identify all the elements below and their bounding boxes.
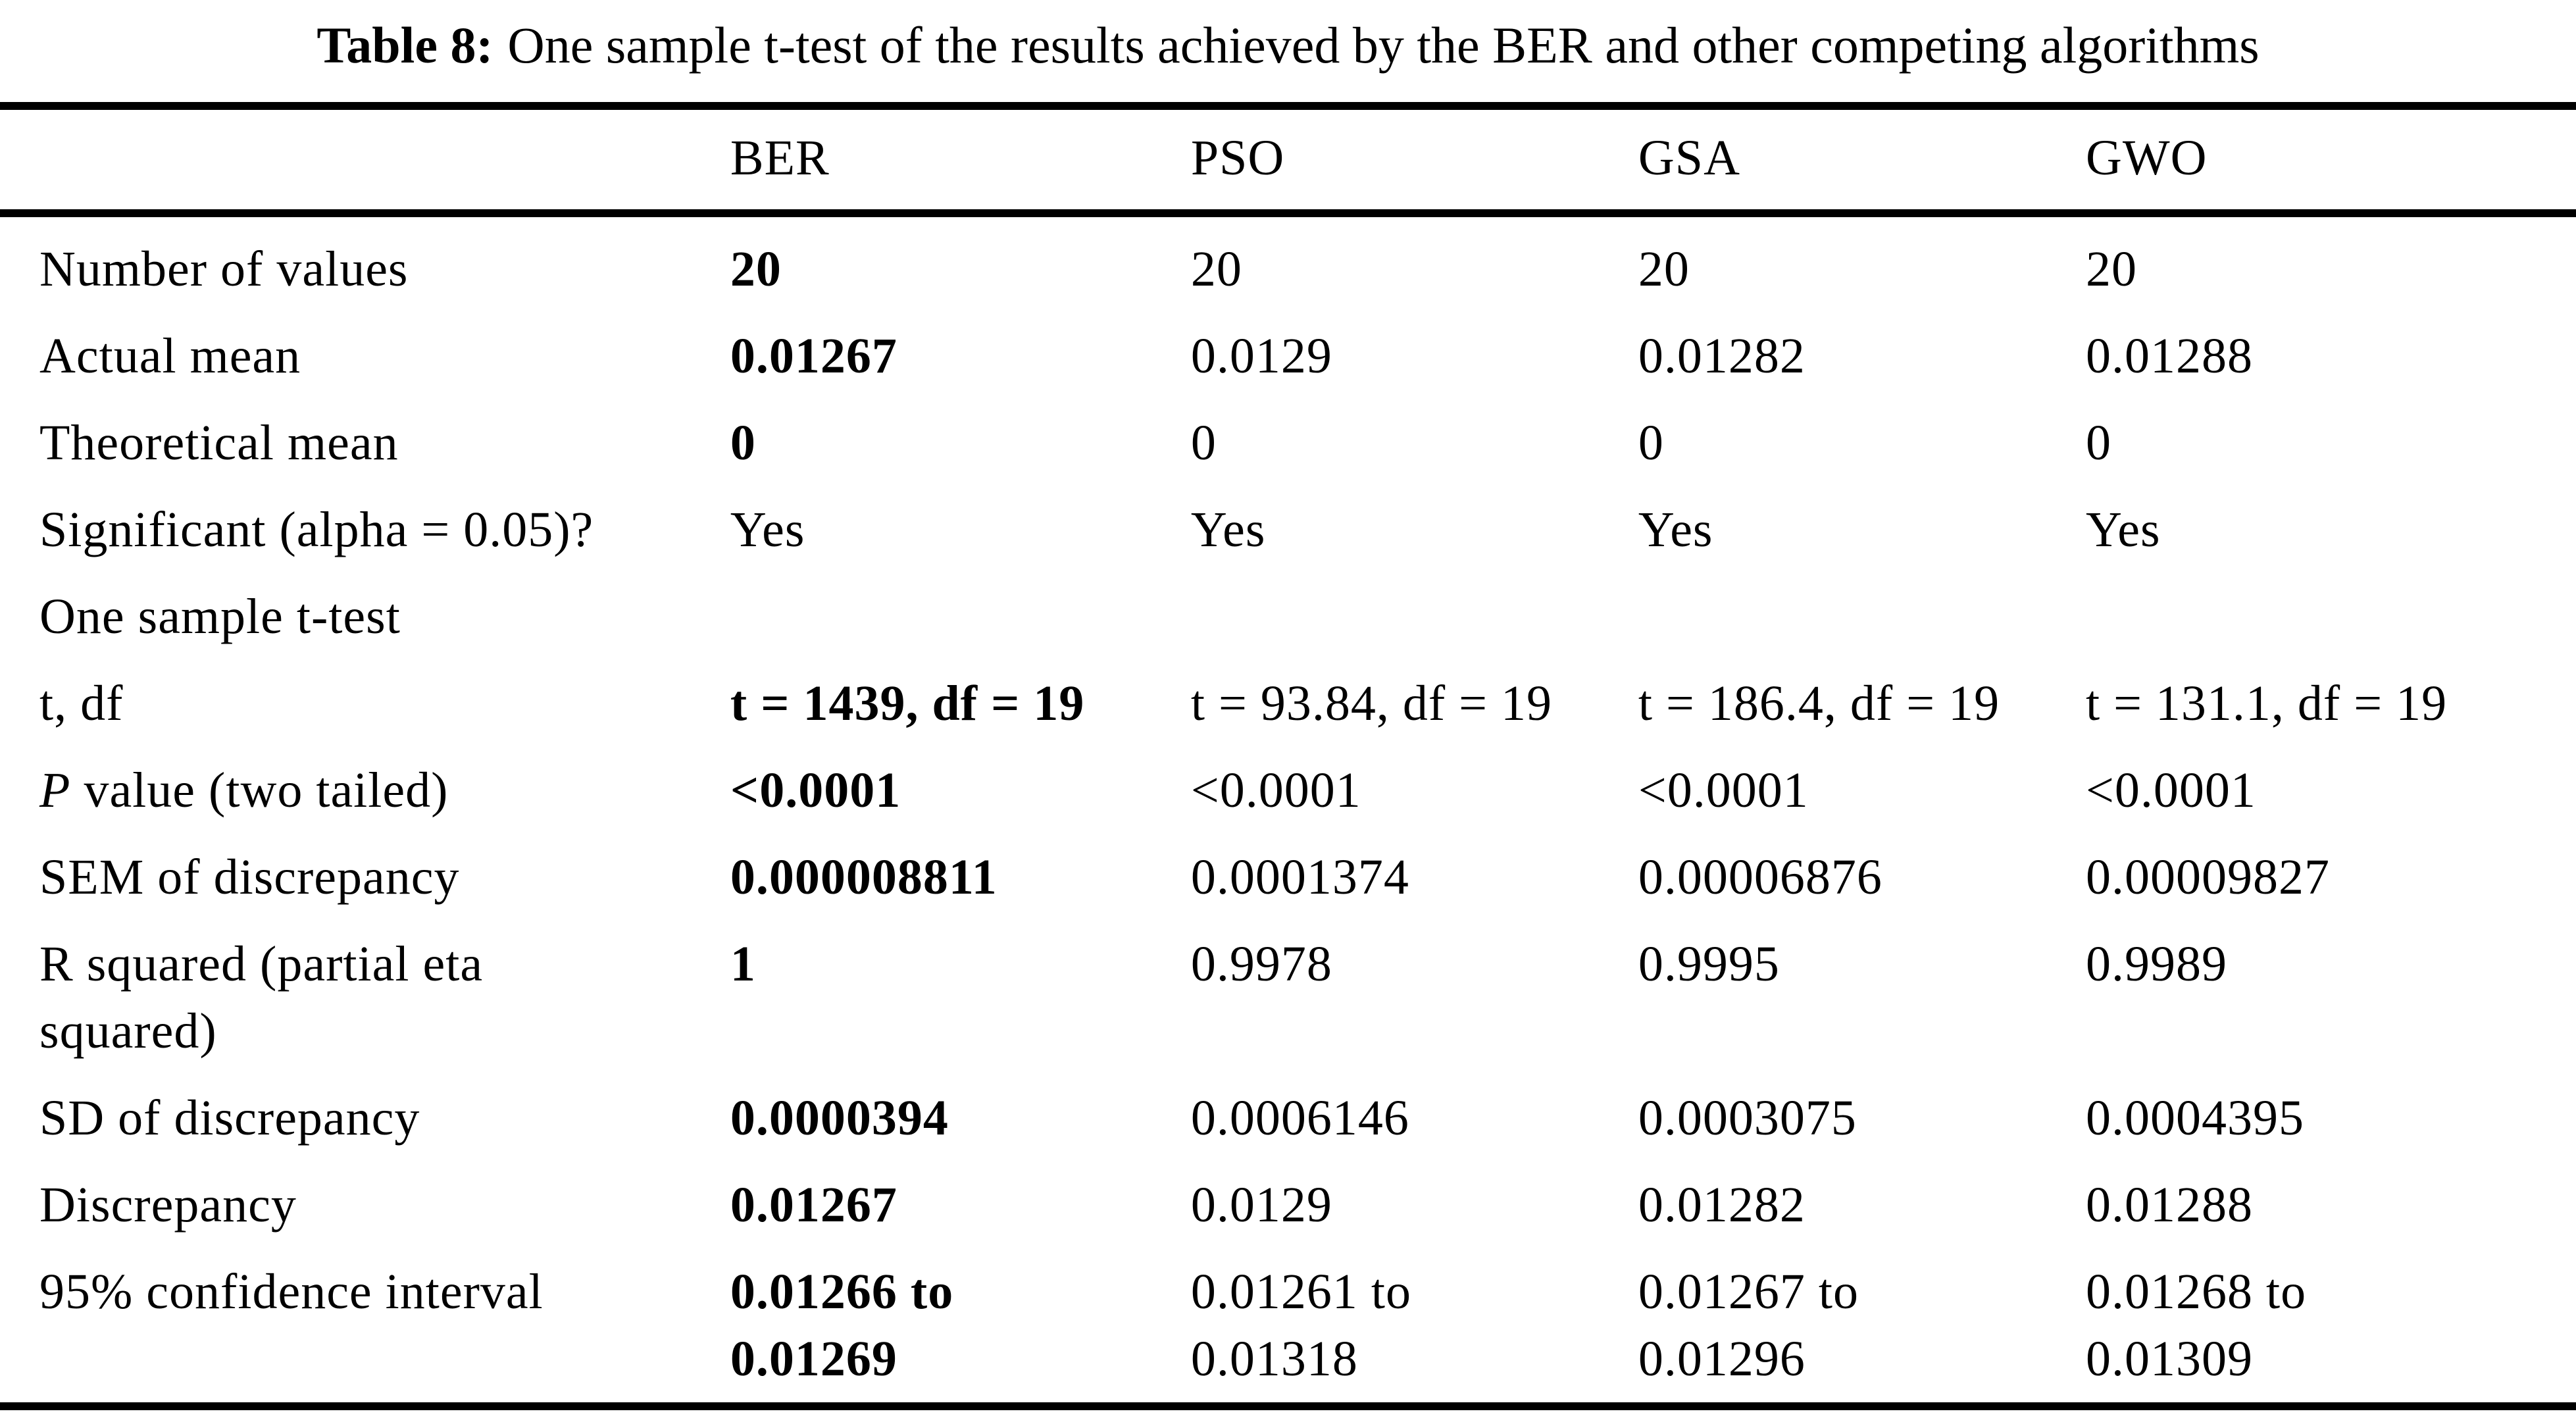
cell-ber: <0.0001 [730, 763, 901, 819]
table-row: SD of discrepancy 0.0000394 0.0006146 0.000… [0, 1075, 2576, 1161]
cell-gsa [1638, 573, 2086, 660]
cell-gwo: 0.01288 [2085, 328, 2253, 384]
cell-gsa: 20 [1638, 242, 1690, 297]
cell-pso: 0.0001374 [1190, 850, 1409, 905]
cell-ber: t = 1439, df = 19 [730, 676, 1085, 732]
cell-pso: 0.0129 [1190, 1177, 1332, 1233]
row-label: SEM of discrepancy [39, 850, 460, 905]
cell-pso: 0 [1190, 415, 1217, 471]
table-caption-text: One sample t-test of the results achieve… [507, 16, 2260, 74]
table-header-row: BER PSO GSA GWO [0, 106, 2576, 218]
cell-pso [1191, 573, 1638, 660]
cell-gwo: 0.0004395 [2085, 1090, 2304, 1146]
cell-ber: 20 [730, 242, 782, 297]
cell-pso: 0.01261 to 0.01318 [1190, 1264, 1412, 1387]
table-row: P value (two tailed) <0.0001 <0.0001 <0.000… [0, 747, 2576, 834]
row-label-text: value (two tailed) [70, 763, 449, 819]
cell-pso: 20 [1190, 242, 1242, 297]
cell-ber [730, 573, 1191, 660]
cell-ber: 0.01266 to 0.01269 [730, 1264, 954, 1387]
table-row: Number of values 20 20 20 20 [0, 213, 2576, 313]
cell-gwo: Yes [2085, 502, 2161, 558]
t-test-results-table: BER PSO GSA GWO Number of values 20 20 20 20 Act… [0, 102, 2576, 1411]
cell-gsa: Yes [1638, 502, 1713, 558]
cell-ber: 0.0000394 [730, 1090, 949, 1146]
row-label: Actual mean [39, 328, 301, 384]
table-caption-number: Table 8: [316, 16, 493, 74]
cell-gwo: <0.0001 [2085, 763, 2256, 819]
table-row: Theoretical mean 0 0 0 0 [0, 399, 2576, 486]
table-row: Significant (alpha = 0.05)? Yes Yes Yes Yes [0, 486, 2576, 573]
cell-ber: 0.000008811 [730, 850, 998, 905]
cell-gsa: 0.9995 [1638, 936, 1780, 992]
cell-ber: 1 [730, 936, 756, 992]
row-label: t, df [39, 676, 124, 732]
cell-gsa: 0.01282 [1638, 1177, 1806, 1233]
row-label-italic-part: P [39, 763, 71, 819]
table-header: BER PSO GSA GWO [0, 106, 2576, 218]
column-header-pso: PSO [1190, 106, 1638, 218]
cell-gsa: 0.01282 [1638, 328, 1806, 384]
cell-gwo: 0.01288 [2085, 1177, 2253, 1233]
table-row: t, df t = 1439, df = 19 t = 93.84, df = 19… [0, 660, 2576, 747]
cell-gsa: 0 [1638, 415, 1664, 471]
cell-pso: 0.0006146 [1190, 1090, 1409, 1146]
column-header-ber: BER [730, 106, 1191, 218]
cell-gwo: 0 [2085, 415, 2111, 471]
cell-gwo: 0.01268 to 0.01309 [2085, 1264, 2307, 1387]
cell-gwo: 0.00009827 [2085, 850, 2330, 905]
row-label: One sample t-test [39, 589, 401, 645]
cell-gwo: 0.9989 [2085, 936, 2227, 992]
row-label: P value (two tailed) [0, 747, 730, 834]
cell-pso: <0.0001 [1190, 763, 1361, 819]
column-header-gwo: GWO [2085, 106, 2576, 218]
table-row: Actual mean 0.01267 0.0129 0.01282 0.01288 [0, 313, 2576, 399]
cell-ber: 0.01267 [730, 1177, 897, 1233]
table-row: R squared (partial eta squared) 1 0.9978 0.… [0, 921, 2576, 1075]
row-label: R squared (partial eta squared) [39, 936, 484, 1059]
cell-ber: Yes [730, 502, 805, 558]
cell-gsa: 0.01267 to 0.01296 [1638, 1264, 1859, 1387]
cell-pso: 0.9978 [1190, 936, 1332, 992]
row-label: 95% confidence interval [39, 1264, 543, 1320]
cell-ber: 0 [730, 415, 756, 471]
cell-gwo: t = 131.1, df = 19 [2085, 676, 2448, 732]
row-label: Theoretical mean [39, 415, 399, 471]
row-label: Number of values [39, 242, 409, 297]
cell-ber: 0.01267 [730, 328, 897, 384]
cell-gsa: 0.00006876 [1638, 850, 1882, 905]
row-label: Discrepancy [39, 1177, 297, 1233]
cell-gsa: <0.0001 [1638, 763, 1809, 819]
cell-pso: t = 93.84, df = 19 [1190, 676, 1553, 732]
row-label: Significant (alpha = 0.05)? [39, 502, 594, 558]
table-body: Number of values 20 20 20 20 Actual mean 0.012… [0, 213, 2576, 1406]
row-label: SD of discrepancy [39, 1090, 420, 1146]
header-spacer [0, 106, 730, 218]
cell-gsa: 0.0003075 [1638, 1090, 1857, 1146]
cell-pso: Yes [1190, 502, 1266, 558]
cell-gwo: 20 [2085, 242, 2137, 297]
cell-pso: 0.0129 [1190, 328, 1332, 384]
cell-gwo [2086, 573, 2576, 660]
table-row: Discrepancy 0.01267 0.0129 0.01282 0.01288 [0, 1161, 2576, 1248]
table-caption: Table 8: One sample t-test of the results… [26, 12, 2550, 78]
column-header-gsa: GSA [1638, 106, 2086, 218]
section-row: One sample t-test [0, 573, 2576, 660]
table-row: 95% confidence interval 0.01266 to 0.0126… [0, 1248, 2576, 1406]
table-row: SEM of discrepancy 0.000008811 0.0001374 0.… [0, 834, 2576, 921]
cell-gsa: t = 186.4, df = 19 [1638, 676, 2000, 732]
